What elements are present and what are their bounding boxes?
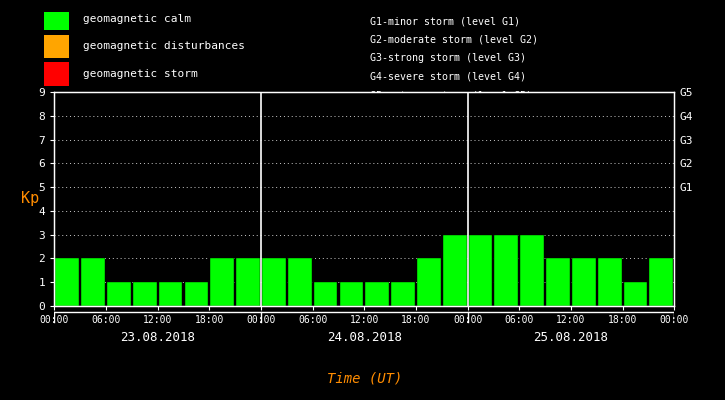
Bar xyxy=(133,282,157,306)
Text: G2-moderate storm (level G2): G2-moderate storm (level G2) xyxy=(370,35,538,45)
Bar xyxy=(55,258,79,306)
Bar xyxy=(262,258,286,306)
Bar xyxy=(443,235,467,306)
Y-axis label: Kp: Kp xyxy=(21,192,39,206)
Bar xyxy=(81,258,105,306)
Text: 23.08.2018: 23.08.2018 xyxy=(120,331,195,344)
Bar xyxy=(572,258,596,306)
Bar xyxy=(210,258,234,306)
Bar xyxy=(44,62,69,86)
Bar xyxy=(339,282,363,306)
Bar xyxy=(494,235,518,306)
Bar xyxy=(417,258,441,306)
Bar xyxy=(44,35,69,58)
Bar xyxy=(365,282,389,306)
Bar xyxy=(185,282,208,306)
Bar xyxy=(468,235,492,306)
Text: geomagnetic calm: geomagnetic calm xyxy=(83,14,191,24)
Bar xyxy=(650,258,674,306)
Text: G5-extreme storm (level G5): G5-extreme storm (level G5) xyxy=(370,90,531,100)
Text: 25.08.2018: 25.08.2018 xyxy=(534,331,608,344)
Bar xyxy=(236,258,260,306)
Bar xyxy=(521,235,544,306)
Text: G4-severe storm (level G4): G4-severe storm (level G4) xyxy=(370,72,526,82)
Bar xyxy=(44,7,69,30)
Bar xyxy=(159,282,183,306)
Text: G1-minor storm (level G1): G1-minor storm (level G1) xyxy=(370,16,520,26)
Bar xyxy=(624,282,647,306)
Text: geomagnetic disturbances: geomagnetic disturbances xyxy=(83,42,245,52)
Text: G3-strong storm (level G3): G3-strong storm (level G3) xyxy=(370,53,526,63)
Text: 24.08.2018: 24.08.2018 xyxy=(327,331,402,344)
Bar xyxy=(598,258,621,306)
Bar xyxy=(288,258,312,306)
Bar xyxy=(392,282,415,306)
Text: Time (UT): Time (UT) xyxy=(327,371,402,385)
Bar xyxy=(107,282,130,306)
Text: geomagnetic storm: geomagnetic storm xyxy=(83,69,198,79)
Bar xyxy=(546,258,570,306)
Bar xyxy=(314,282,337,306)
